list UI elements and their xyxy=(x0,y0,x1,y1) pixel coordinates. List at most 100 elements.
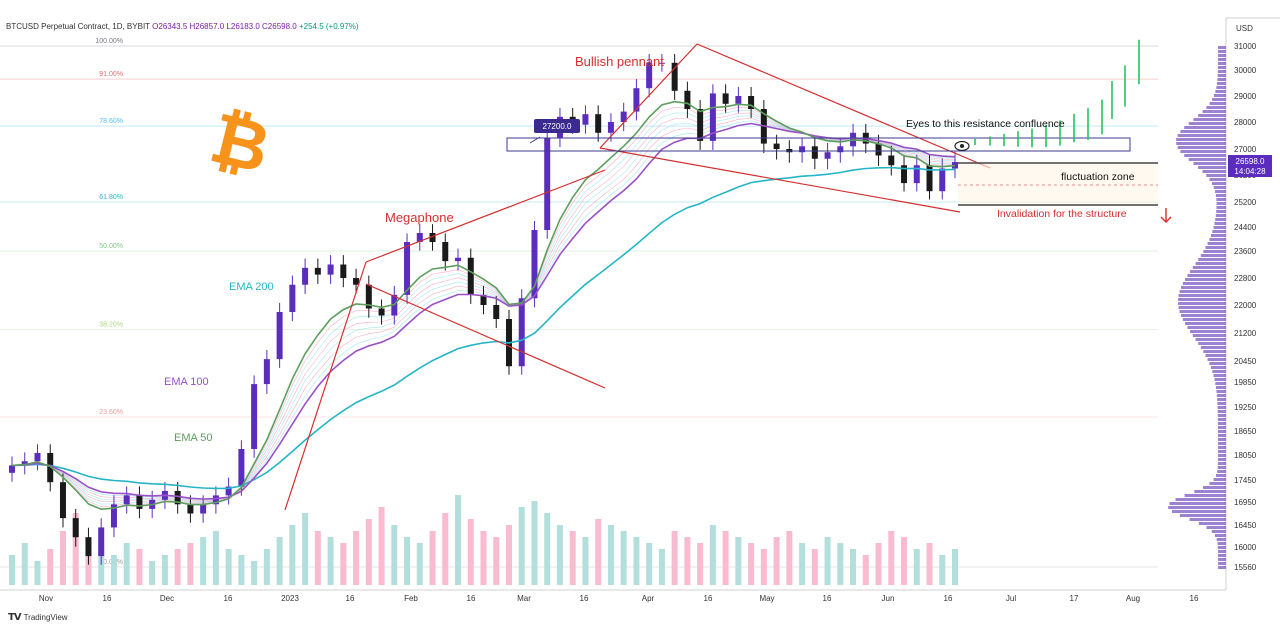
volume-profile-bar xyxy=(1177,134,1226,137)
candle[interactable] xyxy=(85,527,92,565)
fib-label: 38.20% xyxy=(99,322,123,329)
candle[interactable] xyxy=(799,137,806,163)
candle[interactable] xyxy=(47,444,54,492)
candle[interactable] xyxy=(709,84,716,150)
x-tick-label: Jun xyxy=(882,594,895,603)
candle[interactable] xyxy=(378,299,385,325)
candle[interactable] xyxy=(110,495,117,538)
candle[interactable] xyxy=(480,285,487,315)
candle[interactable] xyxy=(493,296,500,329)
candle[interactable] xyxy=(646,54,653,98)
candle[interactable] xyxy=(939,158,946,200)
fluctuation-zone[interactable] xyxy=(958,162,1158,206)
volume-bar xyxy=(607,525,614,585)
y-axis[interactable]: 3100030000290002800027000262002520024400… xyxy=(1234,42,1257,572)
ema50-label: EMA 50 xyxy=(174,432,213,444)
volume-bar xyxy=(850,549,857,585)
candle[interactable] xyxy=(34,444,41,471)
candle[interactable] xyxy=(748,86,755,118)
candle[interactable] xyxy=(314,258,321,284)
candle[interactable] xyxy=(671,54,678,100)
candle[interactable] xyxy=(544,129,551,239)
volume-profile-bar xyxy=(1216,198,1226,201)
candle[interactable] xyxy=(442,233,449,271)
candle[interactable] xyxy=(225,477,232,505)
volume-profile-bar xyxy=(1190,270,1226,273)
y-tick-label: 22000 xyxy=(1234,301,1257,310)
resistance-box[interactable] xyxy=(506,137,1131,152)
candle[interactable] xyxy=(136,486,143,519)
volume-profile-bar xyxy=(1184,494,1226,497)
volume-profile-bar xyxy=(1207,242,1226,245)
candle[interactable] xyxy=(251,375,258,458)
candle[interactable] xyxy=(811,137,818,170)
candle[interactable] xyxy=(595,105,602,142)
candle[interactable] xyxy=(607,113,614,142)
candle[interactable] xyxy=(429,224,436,251)
candle[interactable] xyxy=(531,221,538,308)
volume-bar xyxy=(531,501,538,585)
volume-profile-bar xyxy=(1211,182,1226,185)
candle[interactable] xyxy=(404,233,411,304)
volume-profile-bar xyxy=(1213,226,1226,229)
candle[interactable] xyxy=(875,134,882,166)
candle[interactable] xyxy=(684,81,691,118)
volume-bar xyxy=(123,543,130,585)
candle[interactable] xyxy=(416,224,423,251)
candle[interactable] xyxy=(200,495,207,523)
candle[interactable] xyxy=(773,134,780,160)
volume-profile-bar xyxy=(1217,470,1226,473)
footer-brand[interactable]: 𝗧𝗩 TradingView xyxy=(8,612,68,623)
candle[interactable] xyxy=(926,154,933,200)
candle[interactable] xyxy=(289,275,296,322)
volume-profile-bar xyxy=(1188,122,1226,125)
candle[interactable] xyxy=(582,105,589,134)
ema100-label: EMA 100 xyxy=(164,376,209,388)
candle[interactable] xyxy=(735,86,742,113)
candle[interactable] xyxy=(212,486,219,514)
axis-unit-label: USD xyxy=(1236,24,1253,33)
volume-profile-bar xyxy=(1217,466,1226,469)
candle[interactable] xyxy=(913,154,920,192)
candle[interactable] xyxy=(658,54,665,72)
volume-profile-bar xyxy=(1214,378,1226,381)
volume-bar xyxy=(263,549,270,585)
volume-bar xyxy=(149,561,156,585)
x-axis[interactable]: Nov 16 Dec 16 2023 16 Feb 16 Mar 16 Apr 16 May 16 Jun 1… xyxy=(39,594,1199,603)
megaphone-pattern[interactable] xyxy=(284,169,606,511)
candle[interactable] xyxy=(340,255,347,288)
volume-bars xyxy=(9,495,958,585)
candle[interactable] xyxy=(901,154,908,192)
pennant-pattern[interactable] xyxy=(599,43,991,213)
candle[interactable] xyxy=(302,258,309,294)
volume-bar xyxy=(480,531,487,585)
candle[interactable] xyxy=(59,473,66,528)
candle[interactable] xyxy=(353,268,360,294)
price-label-tag: 27200.0 xyxy=(534,119,580,133)
candle[interactable] xyxy=(72,508,79,547)
volume-profile-bar xyxy=(1217,450,1226,453)
candle[interactable] xyxy=(187,495,194,523)
candle[interactable] xyxy=(9,456,15,482)
projection-path xyxy=(974,39,1140,148)
candle[interactable] xyxy=(722,84,729,113)
candle[interactable] xyxy=(455,248,462,271)
candles[interactable] xyxy=(9,54,958,565)
candle[interactable] xyxy=(467,248,474,304)
candle[interactable] xyxy=(824,142,831,170)
candle[interactable] xyxy=(952,151,958,179)
candle[interactable] xyxy=(633,79,640,121)
candle[interactable] xyxy=(263,349,270,394)
candle[interactable] xyxy=(98,518,105,565)
candle[interactable] xyxy=(327,255,334,284)
candle[interactable] xyxy=(365,275,372,318)
candle[interactable] xyxy=(174,481,181,514)
volume-profile-bar xyxy=(1185,278,1226,281)
volume-profile-bar xyxy=(1215,214,1226,217)
candle[interactable] xyxy=(123,486,130,514)
candle[interactable] xyxy=(21,452,28,475)
candle[interactable] xyxy=(620,102,627,132)
candle[interactable] xyxy=(276,302,283,368)
candle[interactable] xyxy=(697,100,704,150)
